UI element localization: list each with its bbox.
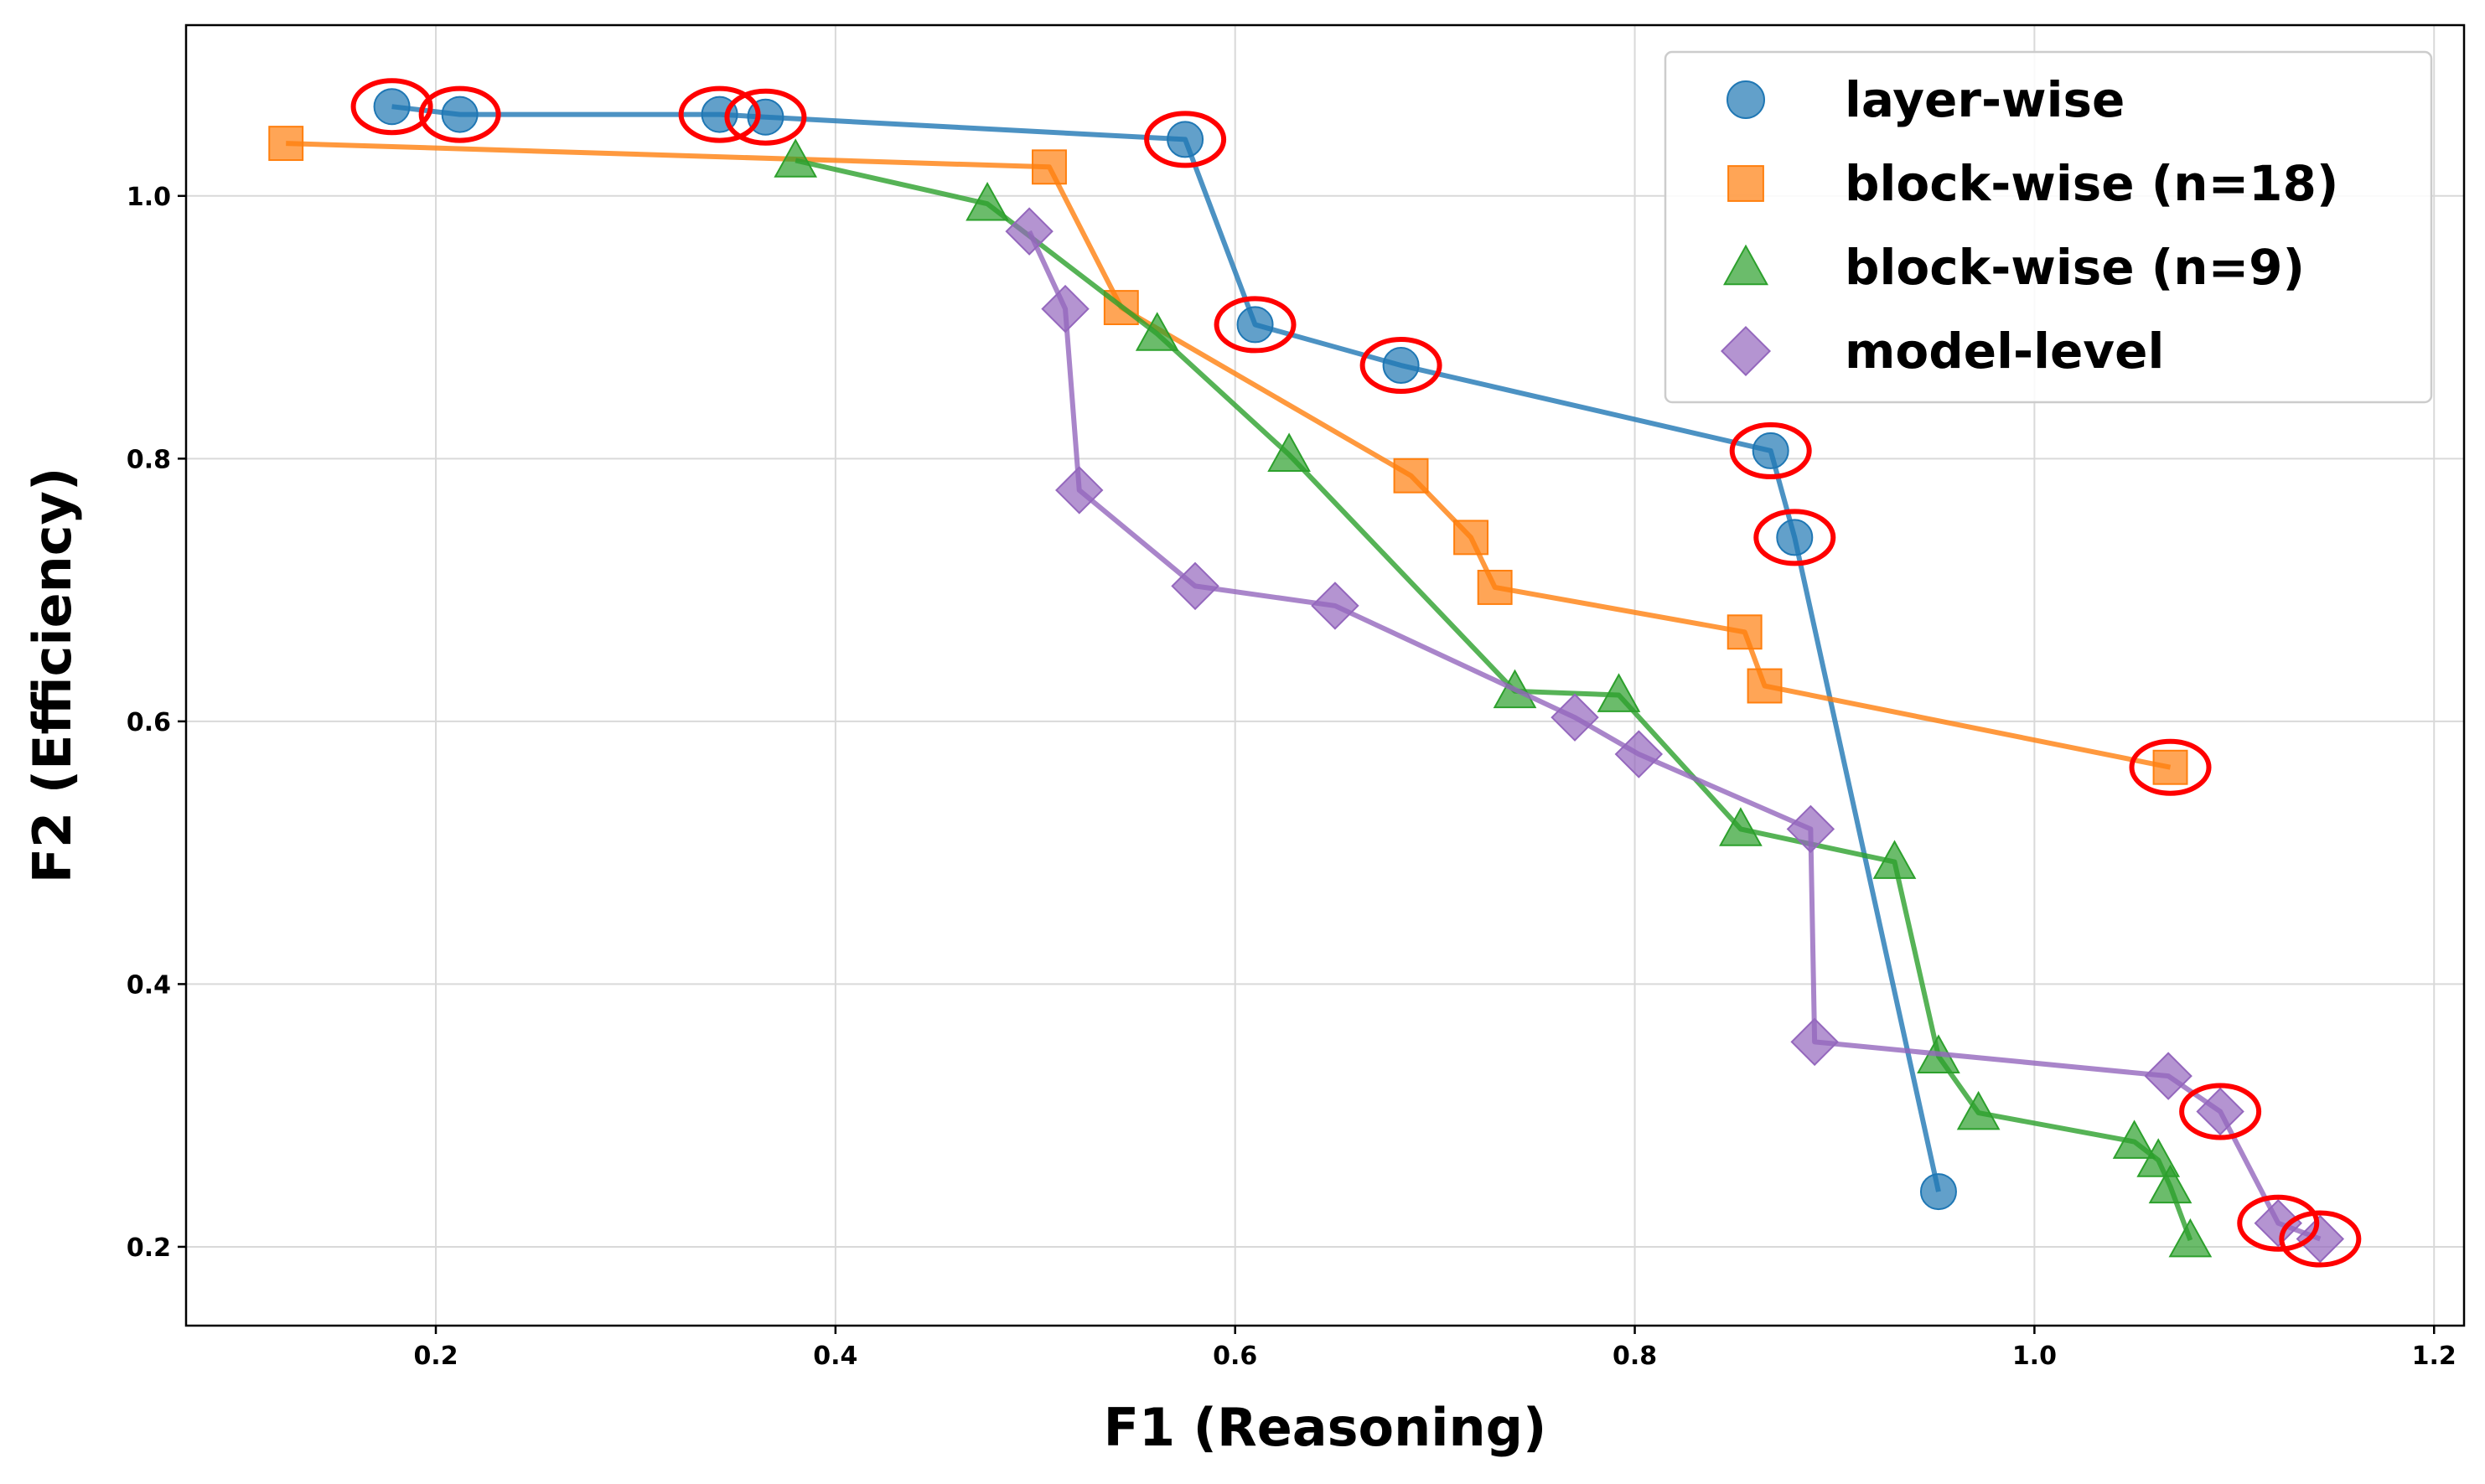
x-tick-label: 0.6 [1213, 1342, 1257, 1371]
x-tick-label: 0.4 [813, 1342, 857, 1371]
y-tick-label: 0.8 [127, 445, 171, 474]
data-point [1167, 121, 1204, 158]
data-point [1727, 614, 1763, 650]
data-point [1055, 466, 1104, 514]
data-point [1786, 804, 1835, 854]
highlight-ellipse [724, 88, 807, 146]
legend-label: model-level [1845, 323, 2164, 380]
legend-box [1664, 50, 2433, 404]
data-point [1041, 284, 1090, 334]
data-point [1311, 582, 1359, 630]
legend-marker [1723, 244, 1768, 286]
y-tick-label: 0.6 [127, 708, 171, 737]
data-point [1956, 1090, 2001, 1130]
legend-label: block-wise (n=9) [1845, 239, 2305, 296]
highlight-ellipse [1729, 421, 1812, 479]
data-point [268, 126, 304, 162]
highlight-ellipse [1753, 509, 1836, 566]
y-tick-label: 0.4 [127, 970, 171, 1000]
legend-marker [1720, 325, 1772, 377]
highlight-ellipse [1359, 337, 1442, 395]
data-point [1597, 673, 1641, 712]
data-point [1752, 432, 1789, 469]
series-line [391, 104, 1941, 1192]
ticks: 0.2 0.4 0.6 0.8 1.0 1.2 0.2 0.4 0.6 0.8 1.0 [127, 183, 2457, 1371]
highlight-ellipse [678, 85, 761, 143]
data-point [774, 138, 818, 178]
highlight-ellipse [350, 78, 433, 136]
data-point [1477, 570, 1513, 605]
data-point [1135, 312, 1179, 351]
data-point [2152, 749, 2188, 785]
legend-label: block-wise (n=18) [1845, 155, 2338, 212]
data-point [2296, 1214, 2345, 1264]
data-point [1747, 668, 1783, 704]
data-point [2254, 1199, 2302, 1248]
data-point [1267, 432, 1311, 472]
data-point [1393, 458, 1429, 494]
data-point [373, 88, 411, 126]
data-point [966, 181, 1009, 221]
data-point [1551, 693, 1599, 742]
data-point [2196, 1087, 2244, 1136]
series-layer [268, 88, 2345, 1264]
data-point [441, 96, 479, 133]
data-point [1776, 519, 1814, 556]
y-tick-label: 1.0 [127, 183, 171, 212]
data-point [2112, 1119, 2156, 1159]
y-axis-label: F2 (Efficiency) [22, 468, 83, 884]
x-tick-label: 0.8 [1613, 1342, 1657, 1371]
legend: layer-wise block-wise (n=18) block-wise (n… [1664, 50, 2433, 404]
data-point [1005, 207, 1054, 256]
data-point [1790, 1017, 1839, 1067]
highlight-ellipse [2237, 1194, 2320, 1252]
highlight-ellipse [1144, 111, 1227, 168]
plot-frame [184, 23, 2466, 1327]
data-point [1919, 1173, 1957, 1211]
legend-marker [1727, 165, 1764, 202]
data-point [1719, 807, 1763, 846]
highlight-ellipse [2179, 1083, 2262, 1140]
highlight-ellipse [1214, 296, 1297, 354]
data-point [1382, 347, 1420, 385]
x-tick-label: 1.0 [2012, 1342, 2057, 1371]
data-point [2136, 1138, 2181, 1177]
y-tick-label: 0.2 [127, 1233, 171, 1263]
legend-marker [1727, 80, 1765, 119]
x-tick-label: 0.2 [413, 1342, 458, 1371]
data-point [1614, 730, 1664, 778]
highlight-ellipse [2279, 1210, 2362, 1268]
data-point [2144, 1052, 2192, 1100]
data-point [1453, 520, 1488, 556]
x-axis-label: F1 (Reasoning) [1104, 1397, 1547, 1458]
data-point [1032, 149, 1067, 185]
data-point [2148, 1164, 2192, 1204]
series-3 [1005, 207, 2345, 1264]
highlight-ellipse [2129, 738, 2212, 796]
data-point [1236, 306, 1274, 344]
data-point [1872, 840, 1917, 879]
highlight-layer [350, 78, 2362, 1268]
data-point [1171, 561, 1219, 611]
data-point [2168, 1218, 2213, 1258]
series-1 [268, 126, 2188, 785]
legend-label: layer-wise [1845, 71, 2125, 128]
x-tick-label: 1.2 [2412, 1342, 2457, 1371]
highlight-ellipse [418, 85, 501, 143]
